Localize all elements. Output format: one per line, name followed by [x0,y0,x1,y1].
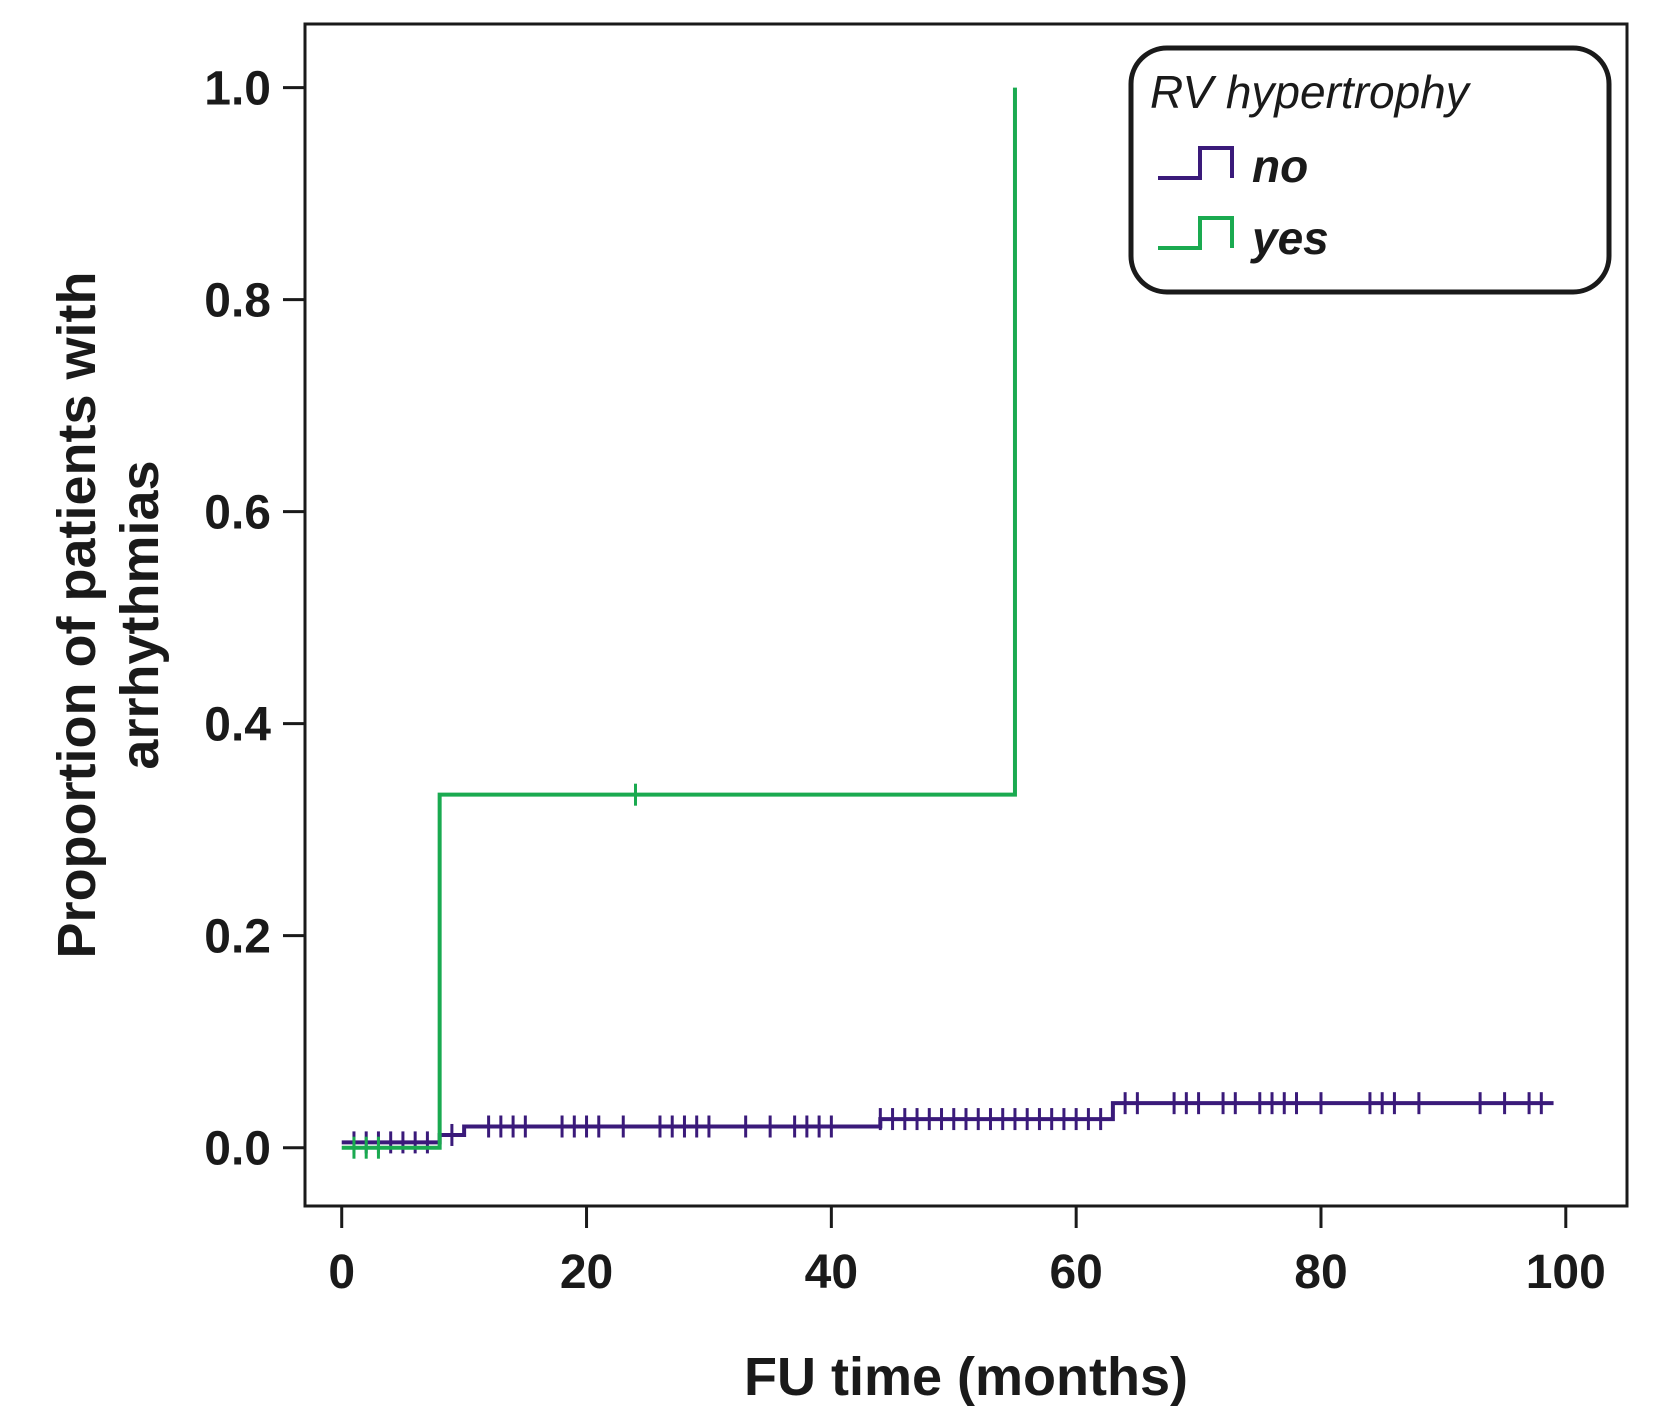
x-tick-label-100: 100 [1526,1246,1606,1299]
y-axis-title-line-1: Proportion of patients with [47,272,107,959]
legend-title: RV hypertrophy [1150,66,1472,118]
legend-key-no [1158,146,1234,180]
x-tick-label-40: 40 [805,1246,858,1299]
legend-box [1128,45,1612,295]
series-yes [341,87,1017,1159]
y-tick-label-2: 0.4 [204,699,271,752]
y-tick-label-1: 0.2 [204,911,271,964]
y-axis: 0.0 0.2 0.4 0.6 0.8 1.0 [204,63,305,1176]
legend-key-yes [1158,216,1234,250]
x-tick-label-0: 0 [328,1246,355,1299]
y-tick-label-0: 0.0 [204,1123,271,1176]
x-tick-label-80: 80 [1294,1246,1347,1299]
legend-label-no: no [1252,140,1308,192]
x-tick-label-60: 60 [1049,1246,1102,1299]
series-line-yes [341,87,1017,1150]
x-tick-label-20: 20 [560,1246,613,1299]
y-axis-title-line-2: arrhythmias [110,460,170,769]
y-tick-label-4: 0.8 [204,275,271,328]
legend: RV hypertrophy no yes [1128,45,1612,295]
x-axis: 0 20 40 60 80 100 [328,1206,1606,1299]
legend-label-yes: yes [1250,212,1329,264]
y-tick-label-5: 1.0 [204,63,271,116]
x-axis-title: FU time (months) [744,1347,1188,1407]
series-layer [341,87,1554,1159]
y-tick-label-3: 0.6 [204,487,271,540]
